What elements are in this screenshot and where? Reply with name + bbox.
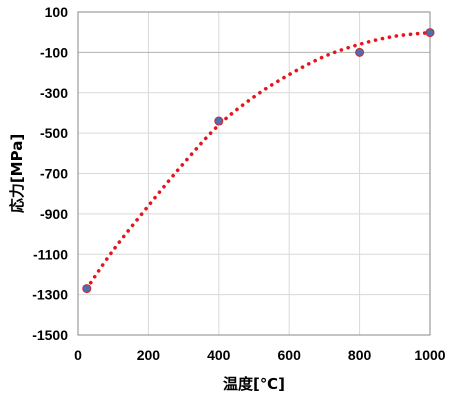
data-point: [355, 47, 365, 57]
y-tick-label: -700: [40, 166, 68, 182]
y-tick-label: -300: [40, 85, 68, 101]
y-tick-label: -1300: [32, 287, 68, 303]
y-tick-label: -500: [40, 125, 68, 141]
y-tick-label: -1100: [33, 246, 68, 262]
y-tick-label: -100: [40, 44, 68, 60]
x-tick-label: 600: [278, 347, 302, 363]
data-point: [214, 116, 224, 126]
x-tick-label: 200: [137, 347, 161, 363]
x-tick-label: 0: [74, 347, 82, 363]
x-axis-title: 温度[℃]: [223, 375, 285, 393]
data-point: [82, 284, 92, 294]
fit-curve-line: [85, 30, 432, 291]
x-tick-label: 1000: [414, 347, 445, 363]
grid-lines: [77, 11, 431, 336]
data-points: [82, 28, 435, 294]
y-axis-ticks: 100 -100 -300 -500 -700 -900 -1100 -1300 -1500: [32, 4, 68, 343]
plot-area: [77, 11, 431, 336]
x-tick-label: 800: [348, 347, 372, 363]
y-tick-label: -1500: [32, 327, 68, 343]
y-tick-label: -900: [40, 206, 68, 222]
x-tick-label: 400: [207, 347, 231, 363]
data-point: [425, 28, 435, 38]
x-axis-ticks: 0 200 400 600 800 1000: [74, 347, 446, 363]
y-axis-title: 応力[MPa]: [8, 134, 26, 213]
fit-curve: [85, 30, 432, 291]
y-tick-label: 100: [45, 4, 69, 20]
